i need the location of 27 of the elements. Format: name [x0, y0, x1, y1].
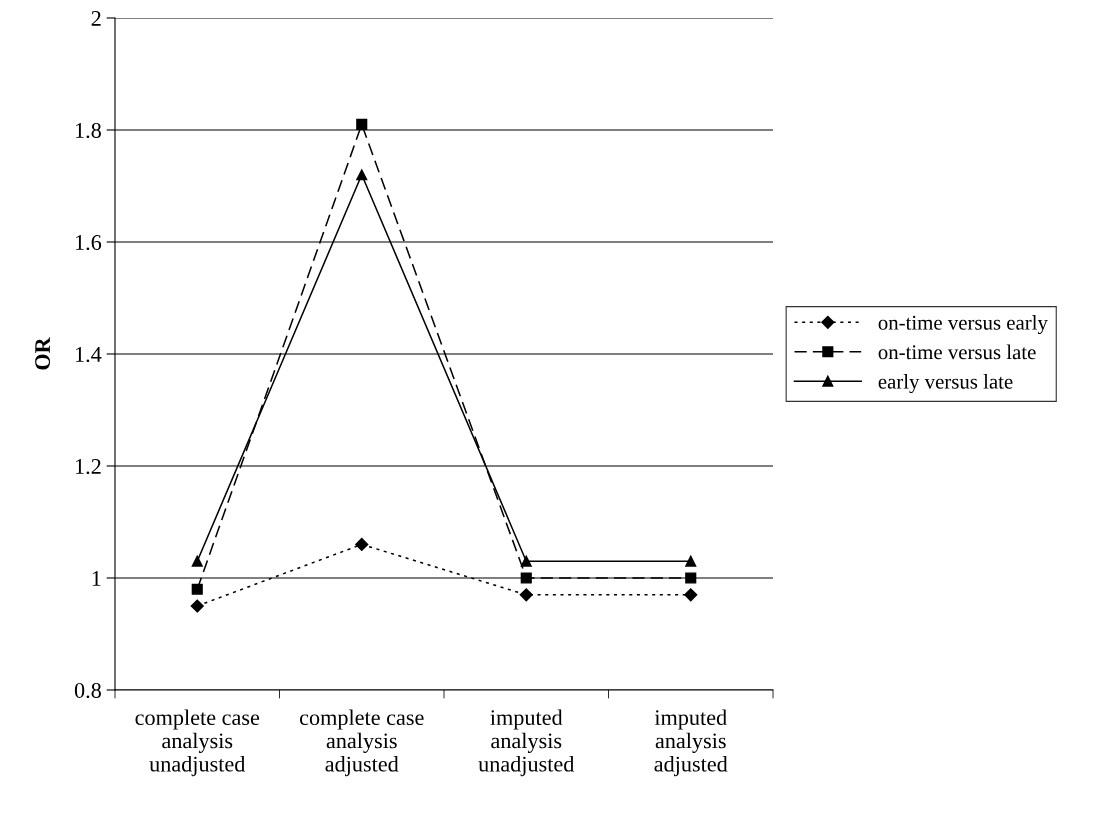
legend-label: on-time versus late: [878, 344, 1036, 360]
y-tick-label: 0.8: [74, 682, 101, 699]
x-tick-label: imputed analysis unadjusted: [478, 709, 575, 777]
point: [191, 583, 203, 595]
point: [191, 555, 203, 567]
y-tick-label: 1.6: [75, 234, 102, 251]
point: [356, 169, 368, 181]
y-tick-label: 1.8: [75, 122, 101, 139]
y-tick-label: 1: [92, 571, 101, 586]
y-tick-label: 1.4: [75, 347, 102, 363]
y-tick-label: 2: [91, 10, 101, 26]
x-tick-label: complete case analysis unadjusted: [135, 709, 260, 777]
point: [520, 555, 532, 567]
point: [684, 588, 698, 602]
legend-label: on-time versus early: [878, 315, 1048, 335]
point: [190, 599, 204, 613]
y-tick-label: 1.2: [75, 458, 101, 475]
point: [685, 555, 697, 567]
y-axis-title: OR: [35, 337, 51, 370]
point: [356, 118, 368, 130]
point: [520, 572, 532, 584]
legend-label: early versus late: [878, 374, 1013, 394]
x-tick-label: complete case analysis adjusted: [299, 709, 424, 777]
point: [685, 572, 697, 584]
point: [519, 588, 533, 602]
point: [355, 537, 369, 551]
x-tick-label: imputed analysis adjusted: [654, 709, 728, 777]
